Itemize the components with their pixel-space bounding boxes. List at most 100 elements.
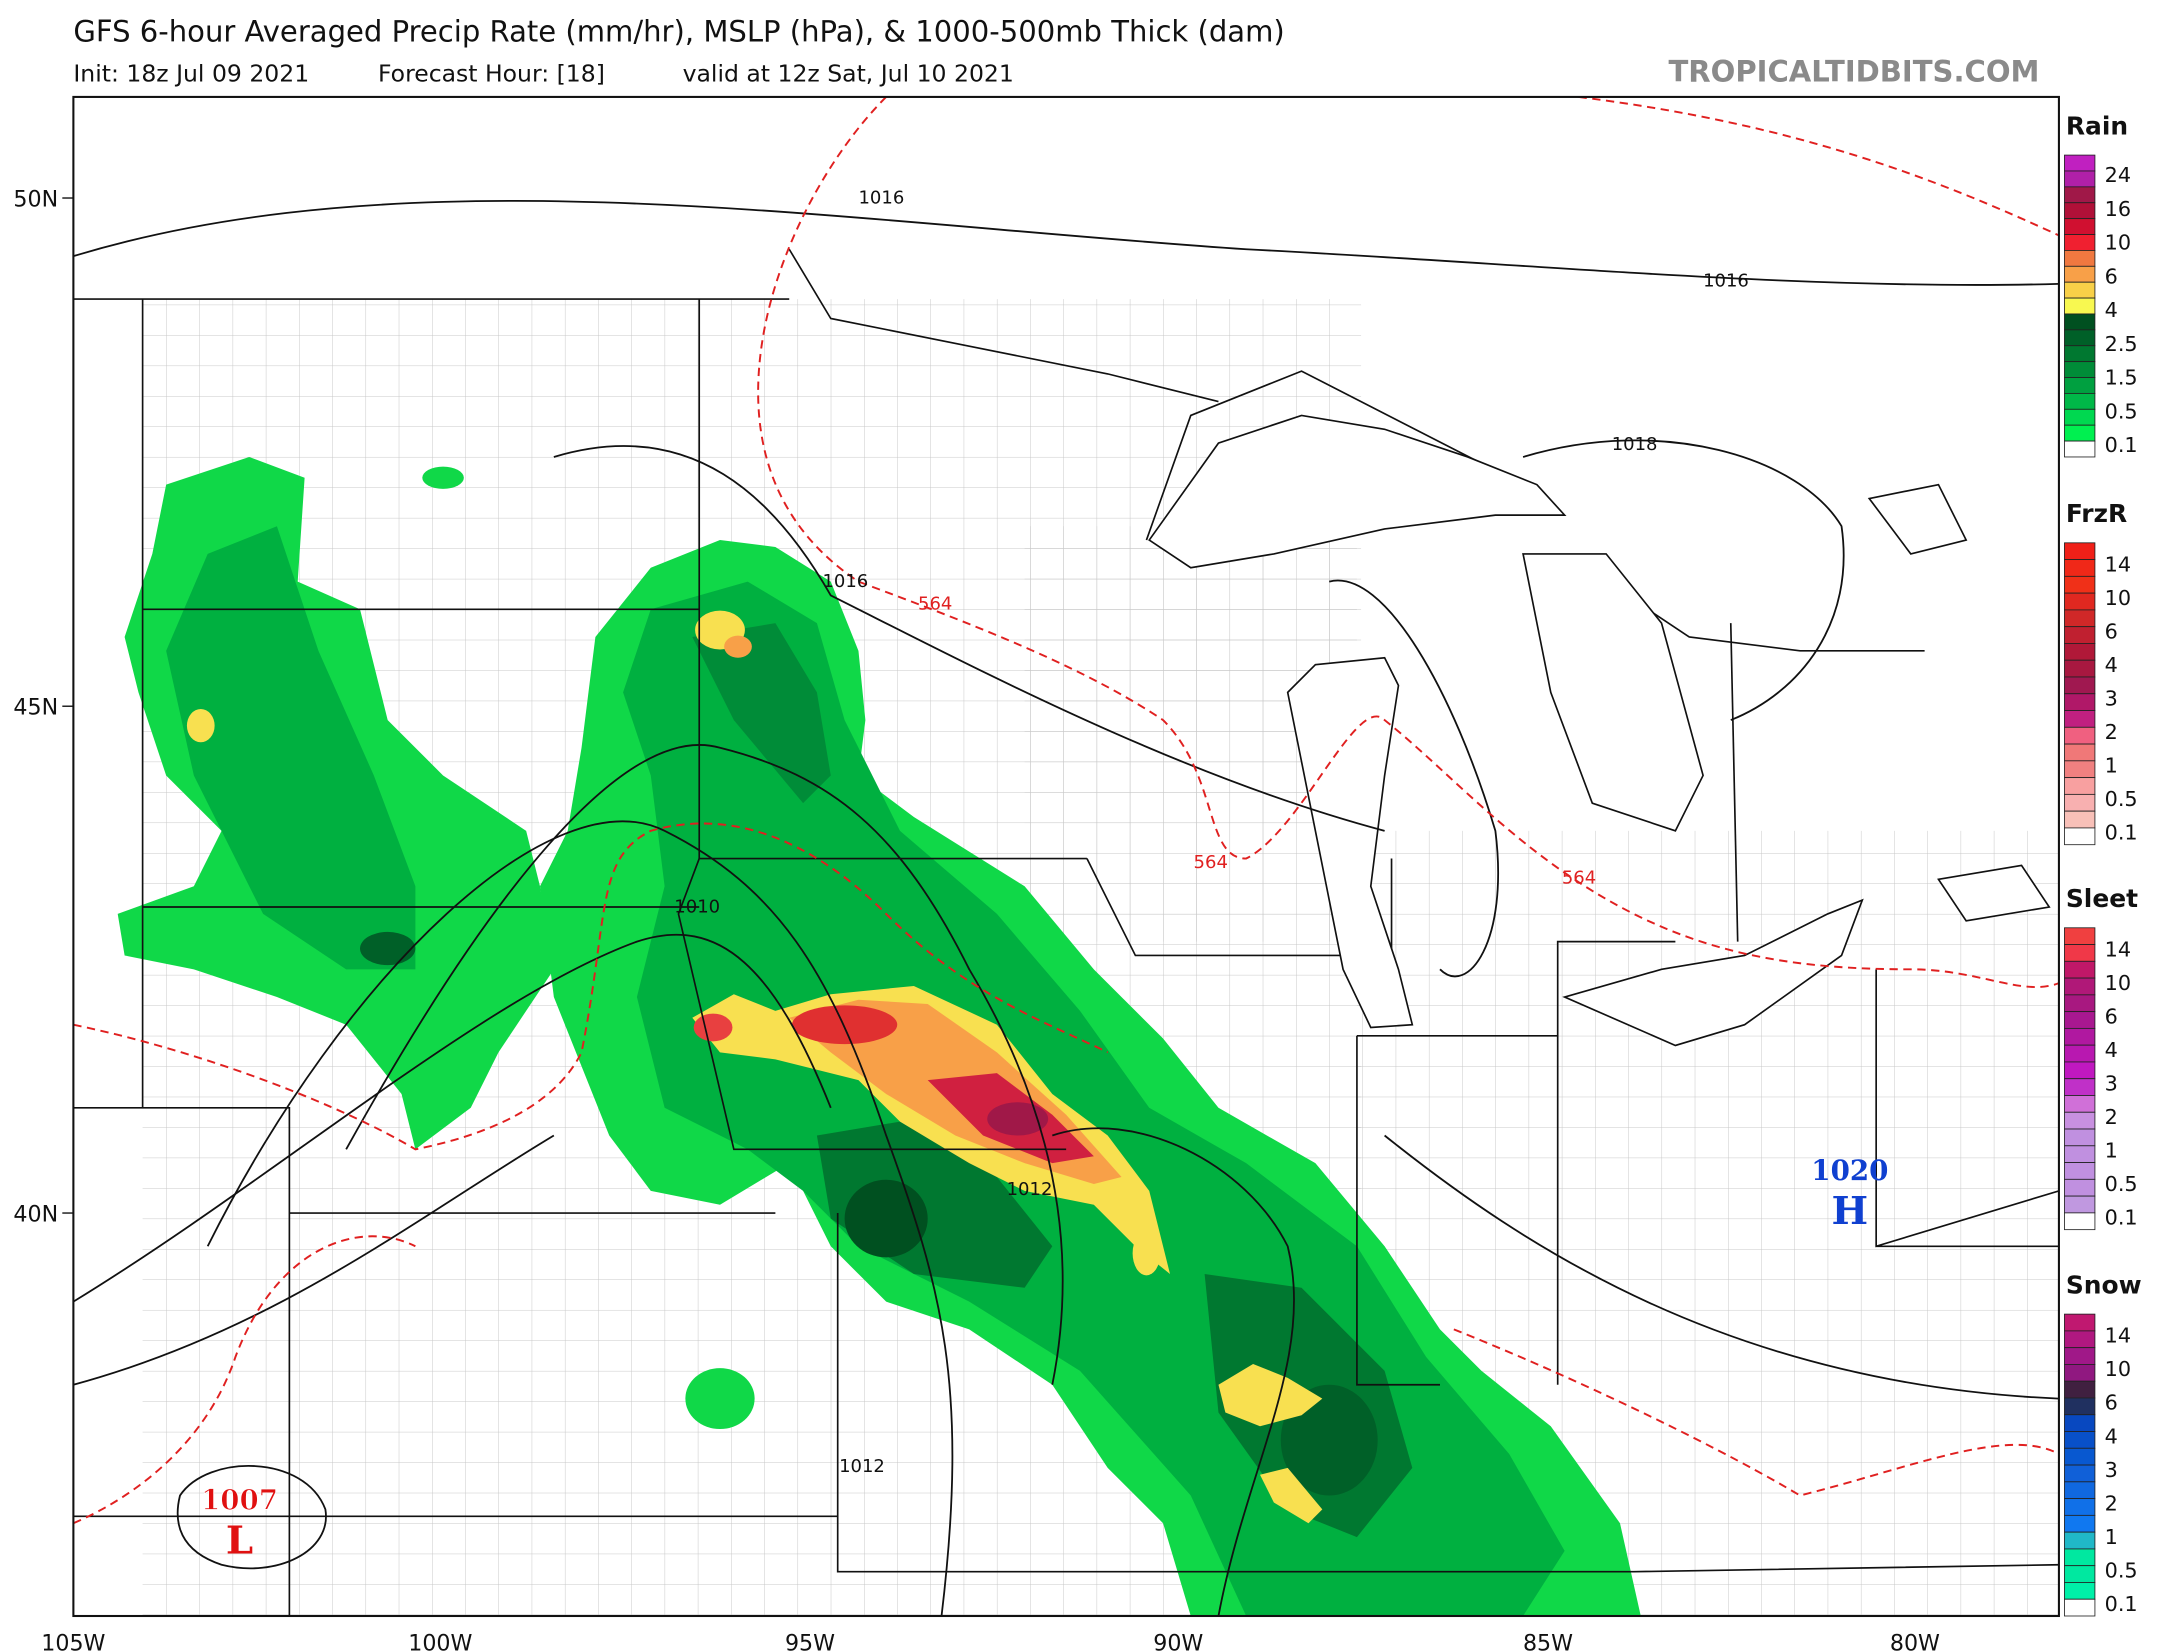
snow-legend-swatch — [2064, 1347, 2096, 1365]
rain-legend-swatch — [2064, 170, 2096, 188]
rain-legend-swatch — [2064, 408, 2096, 426]
frzr-legend-swatch — [2064, 793, 2096, 812]
isobar-label: 1016 — [1703, 271, 1749, 292]
snow-legend-swatch — [2064, 1414, 2096, 1432]
snow-legend-label: 4 — [2105, 1424, 2118, 1448]
thickness-label: 564 — [1562, 867, 1596, 888]
frzr-legend-swatch — [2064, 609, 2096, 628]
chart-title: GFS 6-hour Averaged Precip Rate (mm/hr),… — [73, 15, 1284, 49]
frzr-legend-swatch — [2064, 626, 2096, 644]
rain-legend-label: 1.5 — [2105, 366, 2138, 390]
frzr-legend-swatch — [2064, 592, 2096, 611]
init-time: Init: 18z Jul 09 2021 — [73, 60, 309, 88]
great-lakes — [1148, 414, 2051, 1047]
sleet-legend-swatch — [2064, 1078, 2096, 1096]
rain-legend: Rain 24 16 10 6 4 2.5 1.5 0.5 0.1 — [2064, 111, 2138, 458]
lon-label: 105W — [41, 1631, 105, 1652]
frzr-legend-label: 3 — [2105, 686, 2118, 710]
rain-legend-label: 24 — [2105, 163, 2131, 187]
frzr-legend-swatch — [2064, 710, 2096, 728]
snow-legend-swatch — [2064, 1330, 2096, 1349]
snow-legend-swatch — [2064, 1447, 2096, 1466]
sleet-legend-swatch — [2064, 1061, 2096, 1080]
frzr-legend-swatch — [2064, 777, 2096, 795]
snow-legend-label: 14 — [2105, 1324, 2131, 1348]
rain-legend-swatch — [2064, 440, 2096, 458]
rain-legend-swatch — [2064, 218, 2096, 235]
snow-legend-swatch — [2064, 1313, 2096, 1332]
low-pressure-value: 1007 — [201, 1483, 278, 1516]
snow-legend-label: 2 — [2105, 1491, 2118, 1515]
sleet-legend-label: 0.5 — [2105, 1172, 2138, 1196]
lon-label: 95W — [785, 1631, 835, 1652]
snow-legend-swatch — [2064, 1397, 2096, 1416]
snow-legend-swatch — [2064, 1498, 2096, 1516]
frzr-legend-swatch — [2064, 575, 2096, 594]
rain-legend-swatch — [2064, 392, 2096, 410]
sleet-legend-label: 3 — [2105, 1071, 2118, 1095]
isobar-contours — [73, 199, 2059, 1616]
rain-legend-swatch — [2064, 265, 2096, 283]
rain-legend-label: 10 — [2105, 231, 2131, 255]
isobar-label: 1016 — [858, 188, 904, 209]
snow-legend-swatch — [2064, 1481, 2096, 1500]
frzr-legend-swatch — [2064, 760, 2096, 779]
snow-legend-swatch — [2064, 1364, 2096, 1382]
frzr-legend-swatch — [2064, 810, 2096, 829]
sleet-legend-swatch — [2064, 1095, 2096, 1113]
frzr-legend-swatch — [2064, 659, 2096, 678]
sleet-legend: Sleet 14 10 6 4 3 2 1 0.5 0.1 — [2064, 884, 2138, 1231]
isobar-label: 1012 — [839, 1456, 885, 1477]
lon-label: 90W — [1153, 1631, 1203, 1652]
isobar-label: 1016 — [822, 571, 868, 592]
frzr-legend-swatch — [2064, 743, 2096, 762]
rain-legend-swatch — [2064, 329, 2096, 347]
snow-legend-label: 6 — [2105, 1391, 2118, 1415]
rain-legend-title: Rain — [2066, 111, 2128, 140]
snow-legend-swatch — [2064, 1598, 2096, 1617]
frzr-legend-label: 0.1 — [2105, 821, 2138, 845]
rain-legend-label: 0.1 — [2105, 433, 2138, 457]
snow-legend-label: 3 — [2105, 1458, 2118, 1482]
frzr-legend-label: 10 — [2105, 586, 2131, 610]
map-area: 1016 1016 1016 1010 1018 1012 1012 564 5… — [73, 96, 2059, 1616]
frzr-legend-label: 14 — [2105, 552, 2131, 576]
lat-label: 40N — [13, 1201, 58, 1227]
frzr-legend-swatch — [2064, 559, 2096, 577]
snow-legend-label: 0.1 — [2105, 1592, 2138, 1616]
rain-legend-swatch — [2064, 281, 2096, 299]
snow-legend-title: Snow — [2066, 1270, 2142, 1299]
brand-watermark: TROPICALTIDBITS.COM — [1668, 55, 2039, 89]
sleet-legend-swatch — [2064, 1011, 2096, 1029]
rain-legend-label: 6 — [2105, 264, 2118, 288]
rain-legend-swatch — [2064, 297, 2096, 315]
sleet-legend-swatch — [2064, 1128, 2096, 1147]
sleet-legend-swatch — [2064, 1145, 2096, 1163]
frzr-legend-label: 1 — [2105, 754, 2118, 778]
snow-legend-label: 10 — [2105, 1357, 2131, 1381]
snow-legend-swatch — [2064, 1514, 2096, 1533]
sleet-legend-label: 6 — [2105, 1004, 2118, 1028]
map-frame — [72, 95, 2060, 1618]
forecast-hour: Forecast Hour: [18] — [378, 60, 605, 88]
sleet-legend-swatch — [2064, 1178, 2096, 1197]
sleet-legend-label: 0.1 — [2105, 1206, 2138, 1230]
snow-legend-swatch — [2064, 1531, 2096, 1550]
sleet-legend-label: 10 — [2105, 971, 2131, 995]
rain-legend-swatch — [2064, 345, 2096, 363]
lon-axis: 105W 100W 95W 90W 85W 80W — [41, 1631, 1940, 1652]
rain-legend-label: 16 — [2105, 197, 2131, 221]
sleet-legend-swatch — [2064, 994, 2096, 1013]
frzr-legend-swatch — [2064, 542, 2096, 561]
thickness-contours — [73, 96, 2059, 1525]
lat-axis: 50N 45N 40N — [13, 186, 74, 1227]
sleet-legend-label: 1 — [2105, 1139, 2118, 1163]
sleet-legend-swatch — [2064, 1044, 2096, 1063]
rain-legend-swatch — [2064, 377, 2096, 394]
sleet-legend-swatch — [2064, 960, 2096, 979]
sleet-legend-swatch — [2064, 977, 2096, 996]
frzr-legend-label: 0.5 — [2105, 787, 2138, 811]
rain-legend-label: 4 — [2105, 298, 2118, 322]
precip-field — [117, 456, 1641, 1616]
